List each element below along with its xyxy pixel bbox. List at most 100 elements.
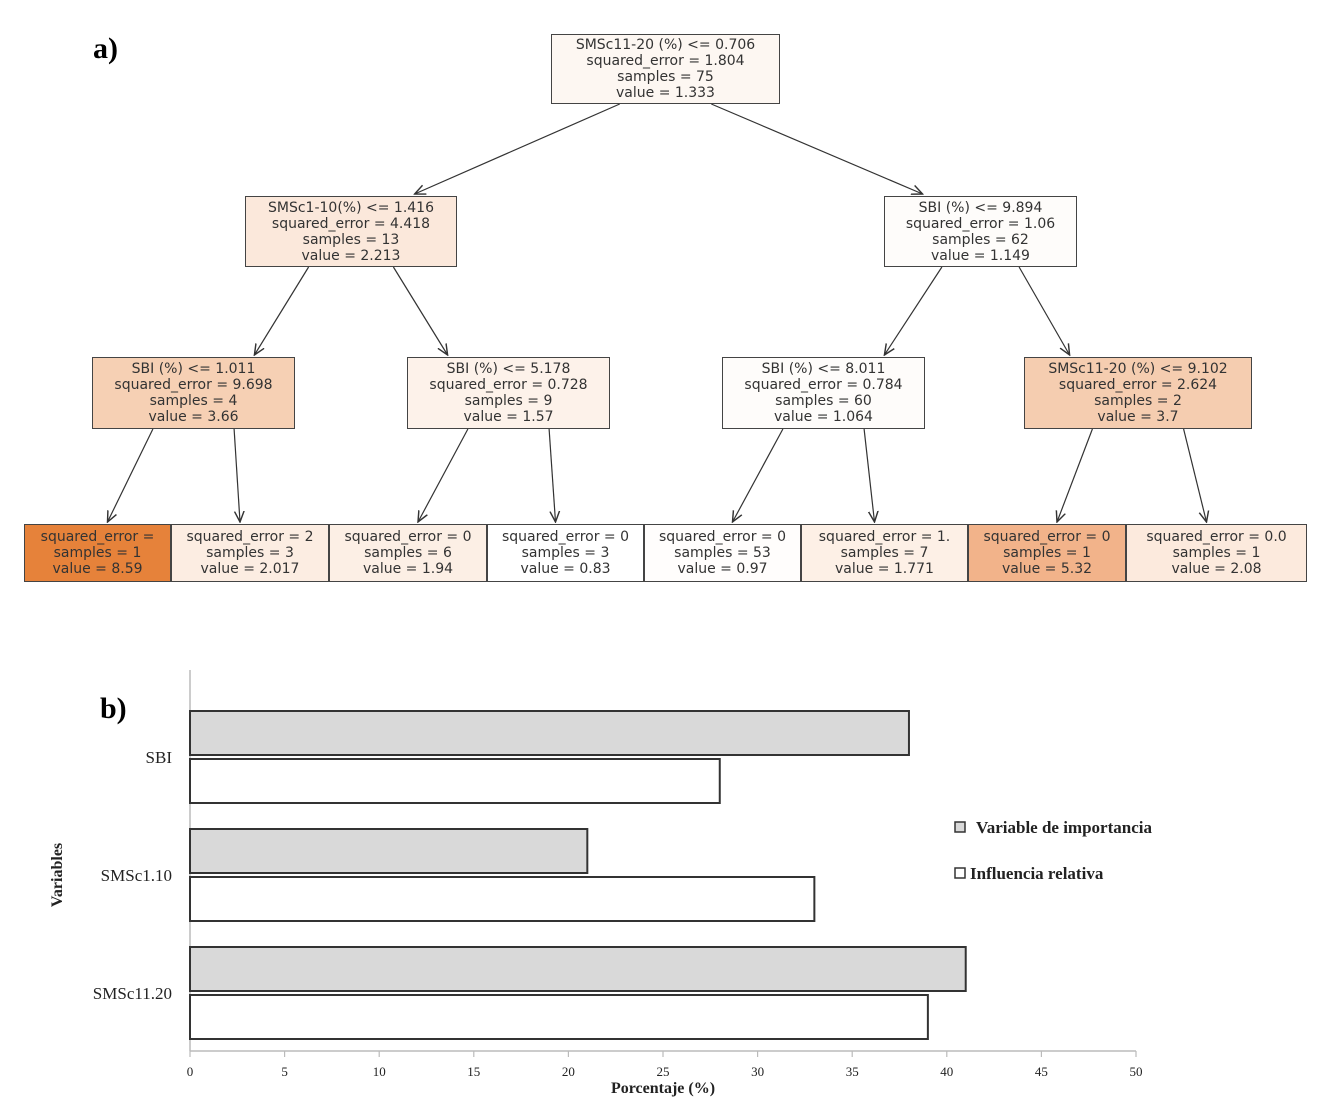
tree-leaf-node: squared_error = 0 samples = 1 value = 5.32	[968, 524, 1126, 582]
node-text-line: SMSc11-20 (%) <= 9.102	[1048, 361, 1228, 377]
node-text-line: value = 3.66	[148, 409, 239, 425]
tree-edge-arrow	[1018, 266, 1070, 355]
node-text-line: samples = 60	[775, 393, 872, 409]
tree-split-node: SMSc11-20 (%) <= 9.102 squared_error = 2.…	[1024, 357, 1252, 429]
tree-split-node: SMSc1-10(%) <= 1.416 squared_error = 4.41…	[245, 196, 457, 267]
node-text-line: SBI (%) <= 5.178	[446, 361, 571, 377]
node-text-line: squared_error = 0	[983, 529, 1111, 545]
node-text-line: SBI (%) <= 1.011	[131, 361, 256, 377]
x-tick-label: 20	[562, 1064, 575, 1079]
node-text-line: samples = 6	[364, 545, 452, 561]
node-text-line: value = 1.064	[774, 409, 873, 425]
tree-edge-arrow	[254, 266, 310, 355]
node-text-line: SBI (%) <= 9.894	[918, 199, 1043, 216]
node-text-line: value = 2.213	[301, 247, 401, 264]
node-text-line: samples = 7	[840, 545, 929, 561]
tree-edge-arrow	[415, 103, 620, 194]
x-tick-label: 0	[187, 1064, 194, 1079]
x-tick-label: 15	[467, 1064, 480, 1079]
legend-swatch	[954, 821, 966, 833]
x-tick-label: 30	[751, 1064, 764, 1079]
node-text-line: squared_error = 0.784	[744, 377, 903, 393]
node-text-line: SBI (%) <= 8.011	[761, 361, 886, 377]
node-text-line: samples = 2	[1094, 393, 1182, 409]
node-text-line: value = 0.97	[677, 561, 768, 577]
tree-leaf-node: squared_error = 0 samples = 3 value = 0.83	[487, 524, 644, 582]
x-tick-label: 50	[1130, 1064, 1143, 1079]
tree-edge-arrow	[418, 428, 469, 522]
node-text-line: squared_error = 2	[186, 529, 314, 545]
bar-smsc11-20-series-0	[189, 946, 967, 992]
x-tick-label: 40	[940, 1064, 953, 1079]
x-tick-label: 45	[1035, 1064, 1048, 1079]
tree-leaf-node: squared_error = 0.0 samples = 1 value = 2.…	[1126, 524, 1307, 582]
bar-sbi-series-1	[189, 758, 721, 804]
node-text-line: value = 2.08	[1171, 561, 1262, 577]
node-text-line: SMSc11-20 (%) <= 0.706	[575, 37, 756, 53]
tree-split-node: SBI (%) <= 5.178 squared_error = 0.728 sam…	[407, 357, 610, 429]
node-text-line: squared_error = 0.728	[429, 377, 588, 393]
node-text-line: value = 1.149	[931, 247, 1030, 264]
node-text-line: squared_error = 9.698	[114, 377, 273, 393]
tree-edges	[0, 103, 1326, 620]
tree-edge-arrow	[1183, 428, 1207, 522]
tree-leaf-node: squared_error = samples = 1 value = 8.59	[24, 524, 171, 582]
node-text-line: value = 8.59	[52, 561, 143, 577]
x-axis-title: Porcentaje (%)	[611, 1080, 715, 1097]
node-text-line: value = 1.94	[362, 561, 454, 577]
node-text-line: squared_error =	[40, 529, 155, 545]
tree-split-node: SBI (%) <= 1.011 squared_error = 9.698 sam…	[92, 357, 295, 429]
x-tick-label: 5	[281, 1064, 288, 1079]
tree-edge-arrow	[711, 103, 922, 194]
node-text-line: samples = 75	[617, 69, 714, 85]
tree-edge-arrow	[108, 428, 154, 522]
node-text-line: squared_error = 0	[344, 529, 472, 545]
node-text-line: samples = 1	[1172, 545, 1261, 561]
tree-edge-arrow	[548, 428, 555, 522]
tree-edge-arrow	[1057, 428, 1093, 522]
node-text-line: value = 2.017	[200, 561, 300, 577]
bar-smsc1-10-series-1	[189, 876, 816, 922]
node-text-line: samples = 1	[1003, 545, 1091, 561]
node-text-line: value = 0.83	[520, 561, 611, 577]
node-text-line: samples = 62	[932, 231, 1029, 248]
node-text-line: value = 1.333	[616, 85, 715, 101]
node-text-line: samples = 3	[206, 545, 294, 561]
y-category-label: SMSc1.10	[101, 866, 172, 885]
node-text-line: samples = 53	[674, 545, 771, 561]
node-text-line: squared_error = 0	[658, 529, 786, 545]
panel-b-label: b)	[100, 692, 127, 725]
tree-split-node: SMSc11-20 (%) <= 0.706 squared_error = 1.…	[551, 34, 780, 104]
x-tick-label: 10	[373, 1064, 386, 1079]
node-text-line: squared_error = 0	[501, 529, 629, 545]
x-tick-label: 35	[846, 1064, 859, 1079]
node-text-line: samples = 3	[521, 545, 610, 561]
y-category-label: SMSc11.20	[93, 984, 172, 1003]
tree-edge-arrow	[884, 266, 943, 355]
y-category-label: SBI	[146, 748, 173, 767]
node-text-line: value = 1.57	[463, 409, 554, 425]
node-text-line: squared_error = 1.06	[905, 215, 1056, 232]
node-text-line: squared_error = 0.0	[1146, 529, 1287, 545]
node-text-line: value = 3.7	[1097, 409, 1179, 425]
tree-edge-arrow	[392, 266, 447, 355]
node-text-line: value = 1.771	[835, 561, 934, 577]
node-text-line: value = 5.32	[1001, 561, 1093, 577]
node-text-line: squared_error = 1.	[818, 529, 951, 545]
tree-leaf-node: squared_error = 2 samples = 3 value = 2.01…	[171, 524, 329, 582]
bar-smsc11-20-series-1	[189, 994, 929, 1040]
tree-leaf-node: squared_error = 0 samples = 53 value = 0.9…	[644, 524, 801, 582]
legend-label: Influencia relativa	[970, 864, 1104, 883]
legend-label: Variable de importancia	[976, 818, 1152, 837]
node-text-line: samples = 1	[53, 545, 142, 561]
legend-swatch	[954, 867, 966, 879]
tree-edge-arrow	[863, 428, 874, 522]
tree-split-node: SBI (%) <= 9.894 squared_error = 1.06 samp…	[884, 196, 1077, 267]
node-text-line: SMSc1-10(%) <= 1.416	[268, 199, 434, 216]
node-text-line: squared_error = 4.418	[271, 215, 431, 232]
bar-smsc1-10-series-0	[189, 828, 589, 874]
x-tick-label: 25	[657, 1064, 670, 1079]
node-text-line: squared_error = 2.624	[1058, 377, 1218, 393]
